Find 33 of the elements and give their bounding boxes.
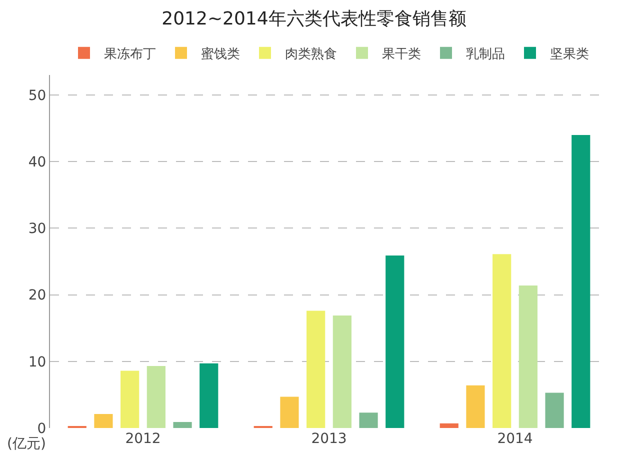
bar xyxy=(440,423,458,428)
y-axis-title: (亿元) xyxy=(7,436,46,452)
legend-label: 果冻布丁 xyxy=(104,46,156,62)
bar xyxy=(173,422,192,428)
y-tick-label: 0 xyxy=(37,420,46,437)
bar xyxy=(306,310,326,428)
bar xyxy=(466,385,485,428)
x-tick-label: 2014 xyxy=(497,431,533,447)
bar xyxy=(200,363,218,428)
bar xyxy=(572,134,590,428)
bar xyxy=(518,285,538,428)
bar xyxy=(94,414,113,428)
legend-label: 乳制品 xyxy=(466,46,505,62)
y-tick-label: 40 xyxy=(28,154,46,170)
bar xyxy=(386,256,404,428)
y-tick-label: 20 xyxy=(28,288,46,304)
legend-label: 坚果类 xyxy=(550,46,589,62)
y-tick-label: 50 xyxy=(28,88,46,104)
chart-title: 2012~2014年六类代表性零食销售额 xyxy=(162,8,466,30)
x-tick-label: 2013 xyxy=(311,431,347,447)
y-tick-label: 30 xyxy=(28,221,46,238)
bar xyxy=(332,315,352,428)
y-tick-label: 10 xyxy=(28,354,46,370)
legend-label: 蜜饯类 xyxy=(201,46,240,62)
bar xyxy=(359,412,378,428)
bar xyxy=(492,254,512,428)
x-tick-label: 2012 xyxy=(125,431,161,447)
bar xyxy=(545,392,564,428)
legend-label: 肉类熟食 xyxy=(285,46,337,62)
bar xyxy=(146,366,166,428)
bar xyxy=(280,396,299,428)
legend-label: 果干类 xyxy=(382,46,421,62)
bar xyxy=(120,370,140,428)
